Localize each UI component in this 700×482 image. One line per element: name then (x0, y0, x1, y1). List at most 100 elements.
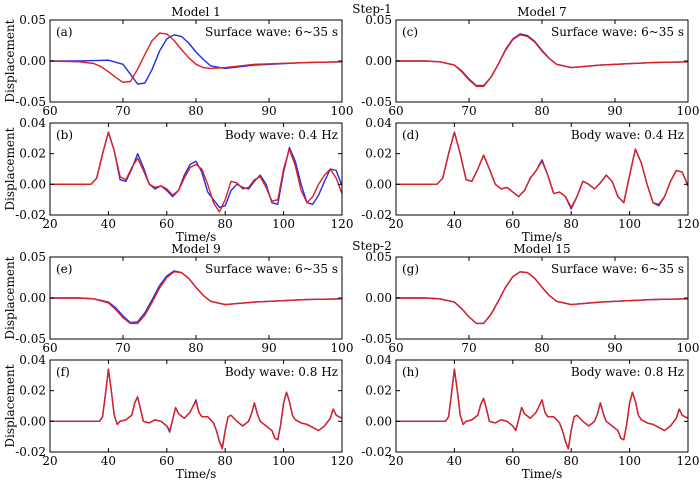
panel-h-xtick-label: 60 (505, 454, 520, 468)
panel-g-xtick-label: 70 (461, 341, 476, 355)
panel-d-xlabel: Time/s (522, 230, 563, 244)
panel-b-xtick-label: 120 (331, 217, 354, 231)
panel-h-frame (395, 359, 689, 453)
panel-f-xtick-label: 20 (42, 454, 57, 468)
panel-a-ytick-label: 0.05 (19, 13, 46, 27)
panel-d-series-red-line (396, 131, 688, 208)
panel-f-ytick-label: -0.02 (15, 445, 46, 459)
panel-e-label: (e) (56, 262, 72, 276)
panel-g-xtick-label: 100 (677, 341, 700, 355)
panel-b-xtick-label: 100 (272, 217, 295, 231)
panel-f-ytick-label: 0.04 (19, 353, 46, 367)
panel-f-ytick-label: 0.00 (19, 414, 46, 428)
panel-d-label: (d) (402, 128, 419, 142)
panel-c-series-red-line (396, 34, 688, 88)
panel-d-ytick-label: 0.00 (365, 177, 392, 191)
panel-c-ytick-label: 0.00 (365, 54, 392, 68)
panel-f-label: (f) (56, 365, 70, 379)
step-1-label: Step-1 (352, 2, 392, 16)
panel-b-series-red-line (50, 131, 342, 213)
step-2-label: Step-2 (352, 239, 392, 253)
panel-g-ytick-label: 0.05 (365, 250, 392, 264)
panel-e-ytick-label: -0.05 (15, 332, 46, 346)
panel-a-series-red-line (50, 32, 342, 83)
panel-f-ylabel: Displacement (3, 364, 17, 447)
panel-c-xtick-label: 100 (677, 104, 700, 118)
panel-c: 60 70 80 90 100 0.05 0.00 -0.05 Model 7 (c) Surfac… (361, 5, 699, 118)
panel-a: 60 70 80 90 100 0.05 0.00 -0.05 Model 1 (a) Surfac… (3, 5, 353, 118)
panel-c-annotation: Surface wave: 6~35 s (551, 25, 684, 39)
panel-e-ylabel: Displacement (3, 256, 17, 339)
panel-b-ytick-label: 0.02 (19, 147, 46, 161)
panel-h-annotation: Body wave: 0.8 Hz (571, 365, 684, 379)
panel-c-xtick-label: 70 (461, 104, 476, 118)
panel-b-label: (b) (56, 128, 73, 142)
panel-d-annotation: Body wave: 0.4 Hz (571, 128, 684, 142)
panel-f-ytick-label: 0.02 (19, 384, 46, 398)
panel-d-ytick-label: 0.04 (365, 116, 392, 130)
panel-g: 60 70 80 90 100 0.05 0.00 -0.05 Model 15 (g) Surfa… (361, 242, 699, 355)
panel-f-xtick-label: 80 (218, 454, 233, 468)
panel-e-xtick-label: 80 (188, 341, 203, 355)
panel-g-title: Model 15 (513, 242, 570, 256)
panel-g-xtick-label: 90 (607, 341, 622, 355)
panels: 60 70 80 90 100 0.05 0.00 -0.05 Model 1 (a) Surfac… (3, 5, 699, 481)
panel-a-annotation: Surface wave: 6~35 s (205, 25, 338, 39)
panel-g-xtick-label: 80 (534, 341, 549, 355)
panel-c-label: (c) (402, 25, 418, 39)
panel-e-xtick-label: 70 (115, 341, 130, 355)
panel-f: 20 40 60 80 100 120 0.04 0.02 0.00 -0.02 (f) Body w… (3, 353, 353, 481)
panel-b-xtick-label: 40 (101, 217, 116, 231)
panel-e-xtick-label: 100 (331, 341, 354, 355)
panel-h-ytick-label: 0.00 (365, 414, 392, 428)
panel-h-ytick-label: -0.02 (361, 445, 392, 459)
panel-f-frame (49, 359, 343, 453)
panel-d: 20 40 60 80 100 120 0.04 0.02 0.00 -0.02 (d) Body w… (361, 116, 699, 244)
panel-d-xtick-label: 60 (505, 217, 520, 231)
panel-h-label: (h) (402, 365, 419, 379)
panel-b-ytick-label: 0.00 (19, 177, 46, 191)
panel-b-ylabel: Displacement (3, 127, 17, 210)
panel-f-xtick-label: 40 (101, 454, 116, 468)
panel-f-series-red-line (50, 368, 342, 450)
panel-c-title: Model 7 (517, 5, 567, 19)
panel-d-frame (395, 122, 689, 216)
panel-b-ytick-label: 0.04 (19, 116, 46, 130)
panel-g-series-red-line (396, 271, 688, 325)
panel-a-xtick-label: 70 (115, 104, 130, 118)
panel-d-xtick-label: 20 (388, 217, 403, 231)
panel-d-xtick-label: 100 (618, 217, 641, 231)
panel-c-xtick-label: 60 (388, 104, 403, 118)
panel-d-xtick-label: 120 (677, 217, 700, 231)
panel-h-xtick-label: 20 (388, 454, 403, 468)
panel-f-xtick-label: 60 (159, 454, 174, 468)
panel-a-label: (a) (56, 25, 73, 39)
panel-h-xtick-label: 100 (618, 454, 641, 468)
panel-g-annotation: Surface wave: 6~35 s (551, 262, 684, 276)
panel-a-xtick-label: 100 (331, 104, 354, 118)
panel-b-ytick-label: -0.02 (15, 208, 46, 222)
panel-g-label: (g) (402, 262, 419, 276)
panel-e-xtick-label: 90 (261, 341, 276, 355)
panel-a-ytick-label: -0.05 (15, 95, 46, 109)
panel-h-xtick-label: 80 (564, 454, 579, 468)
panel-b-xtick-label: 60 (159, 217, 174, 231)
panel-c-xtick-label: 80 (534, 104, 549, 118)
panel-h: 20 40 60 80 100 120 0.04 0.02 0.00 -0.02 (h) Body w… (361, 353, 699, 481)
panel-a-xtick-label: 80 (188, 104, 203, 118)
panel-c-xtick-label: 90 (607, 104, 622, 118)
panel-e-series-red-line (50, 271, 342, 325)
panel-f-annotation: Body wave: 0.8 Hz (225, 365, 338, 379)
panel-d-ytick-label: -0.02 (361, 208, 392, 222)
panel-f-xtick-label: 120 (331, 454, 354, 468)
panel-f-xtick-label: 100 (272, 454, 295, 468)
panel-g-ytick-label: 0.00 (365, 291, 392, 305)
panel-e: 60 70 80 90 100 0.05 0.00 -0.05 Model 9 (e) Surfac… (3, 242, 353, 355)
panel-e-ytick-label: 0.00 (19, 291, 46, 305)
panel-a-xtick-label: 60 (42, 104, 57, 118)
panel-b-annotation: Body wave: 0.4 Hz (225, 128, 338, 142)
panel-h-xtick-label: 40 (447, 454, 462, 468)
panel-g-xtick-label: 60 (388, 341, 403, 355)
panel-g-ytick-label: -0.05 (361, 332, 392, 346)
